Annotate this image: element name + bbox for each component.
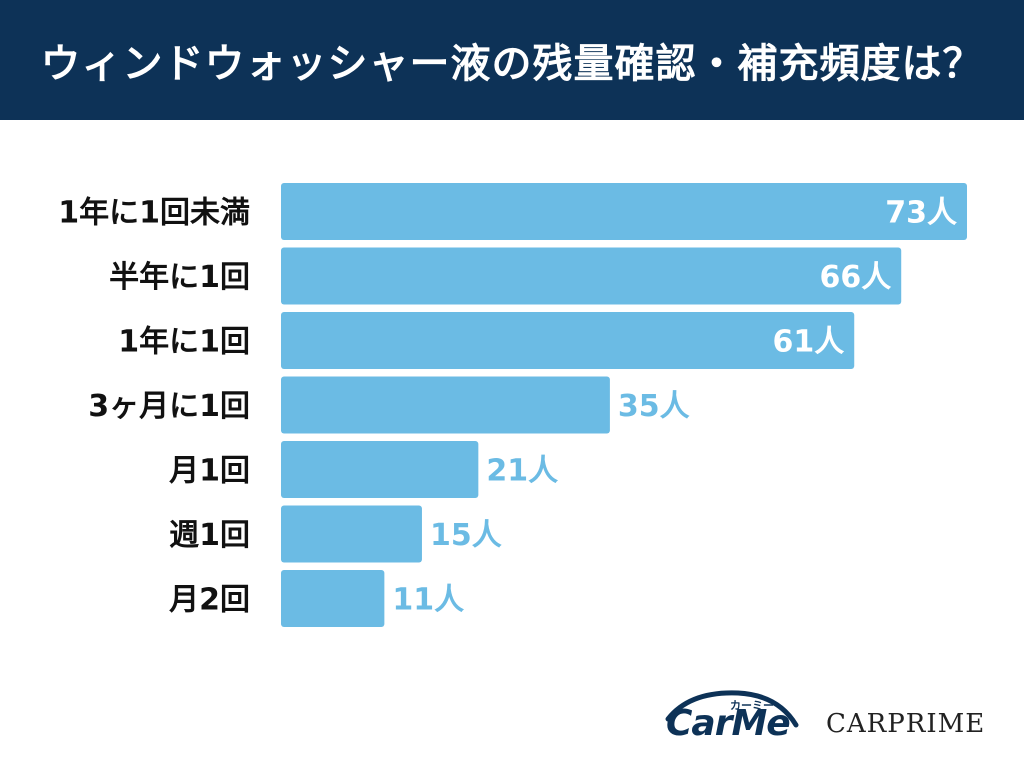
category-label: 月2回: [169, 583, 250, 618]
value-label: 35人: [618, 389, 690, 424]
category-label: 半年に1回: [109, 260, 250, 295]
category-label: 週1回: [169, 518, 250, 553]
bar: [281, 247, 902, 305]
bar: [281, 376, 610, 434]
value-label: 15人: [430, 518, 502, 553]
car-roof-icon: [665, 690, 799, 728]
value-label: 61人: [772, 325, 844, 360]
category-label: 月1回: [169, 454, 250, 489]
logo-area: カーミー CarMe CARPRIME: [660, 685, 1000, 755]
category-label: 1年に1回: [118, 325, 250, 360]
bar: [281, 505, 422, 563]
bar: [281, 441, 479, 498]
title-banner: ウィンドウォッシャー液の残量確認・補充頻度は？: [0, 0, 1024, 120]
chart-title: ウィンドウォッシャー液の残量確認・補充頻度は？: [40, 41, 984, 87]
carme-wordmark: CarMe: [666, 703, 791, 744]
bar: [281, 312, 855, 369]
bar: [281, 570, 385, 627]
category-label: 3ヶ月に1回: [88, 389, 250, 424]
value-label: 73人: [885, 196, 957, 231]
category-label: 1年に1回未満: [58, 196, 250, 231]
value-label: 21人: [486, 454, 558, 489]
bar: [281, 183, 967, 240]
carme-kana: カーミー: [730, 699, 774, 712]
carme-logo: カーミー CarMe: [660, 685, 810, 755]
carprime-wordmark: CARPRIME: [826, 709, 986, 739]
value-label: 66人: [819, 260, 891, 295]
value-label: 11人: [392, 583, 464, 618]
